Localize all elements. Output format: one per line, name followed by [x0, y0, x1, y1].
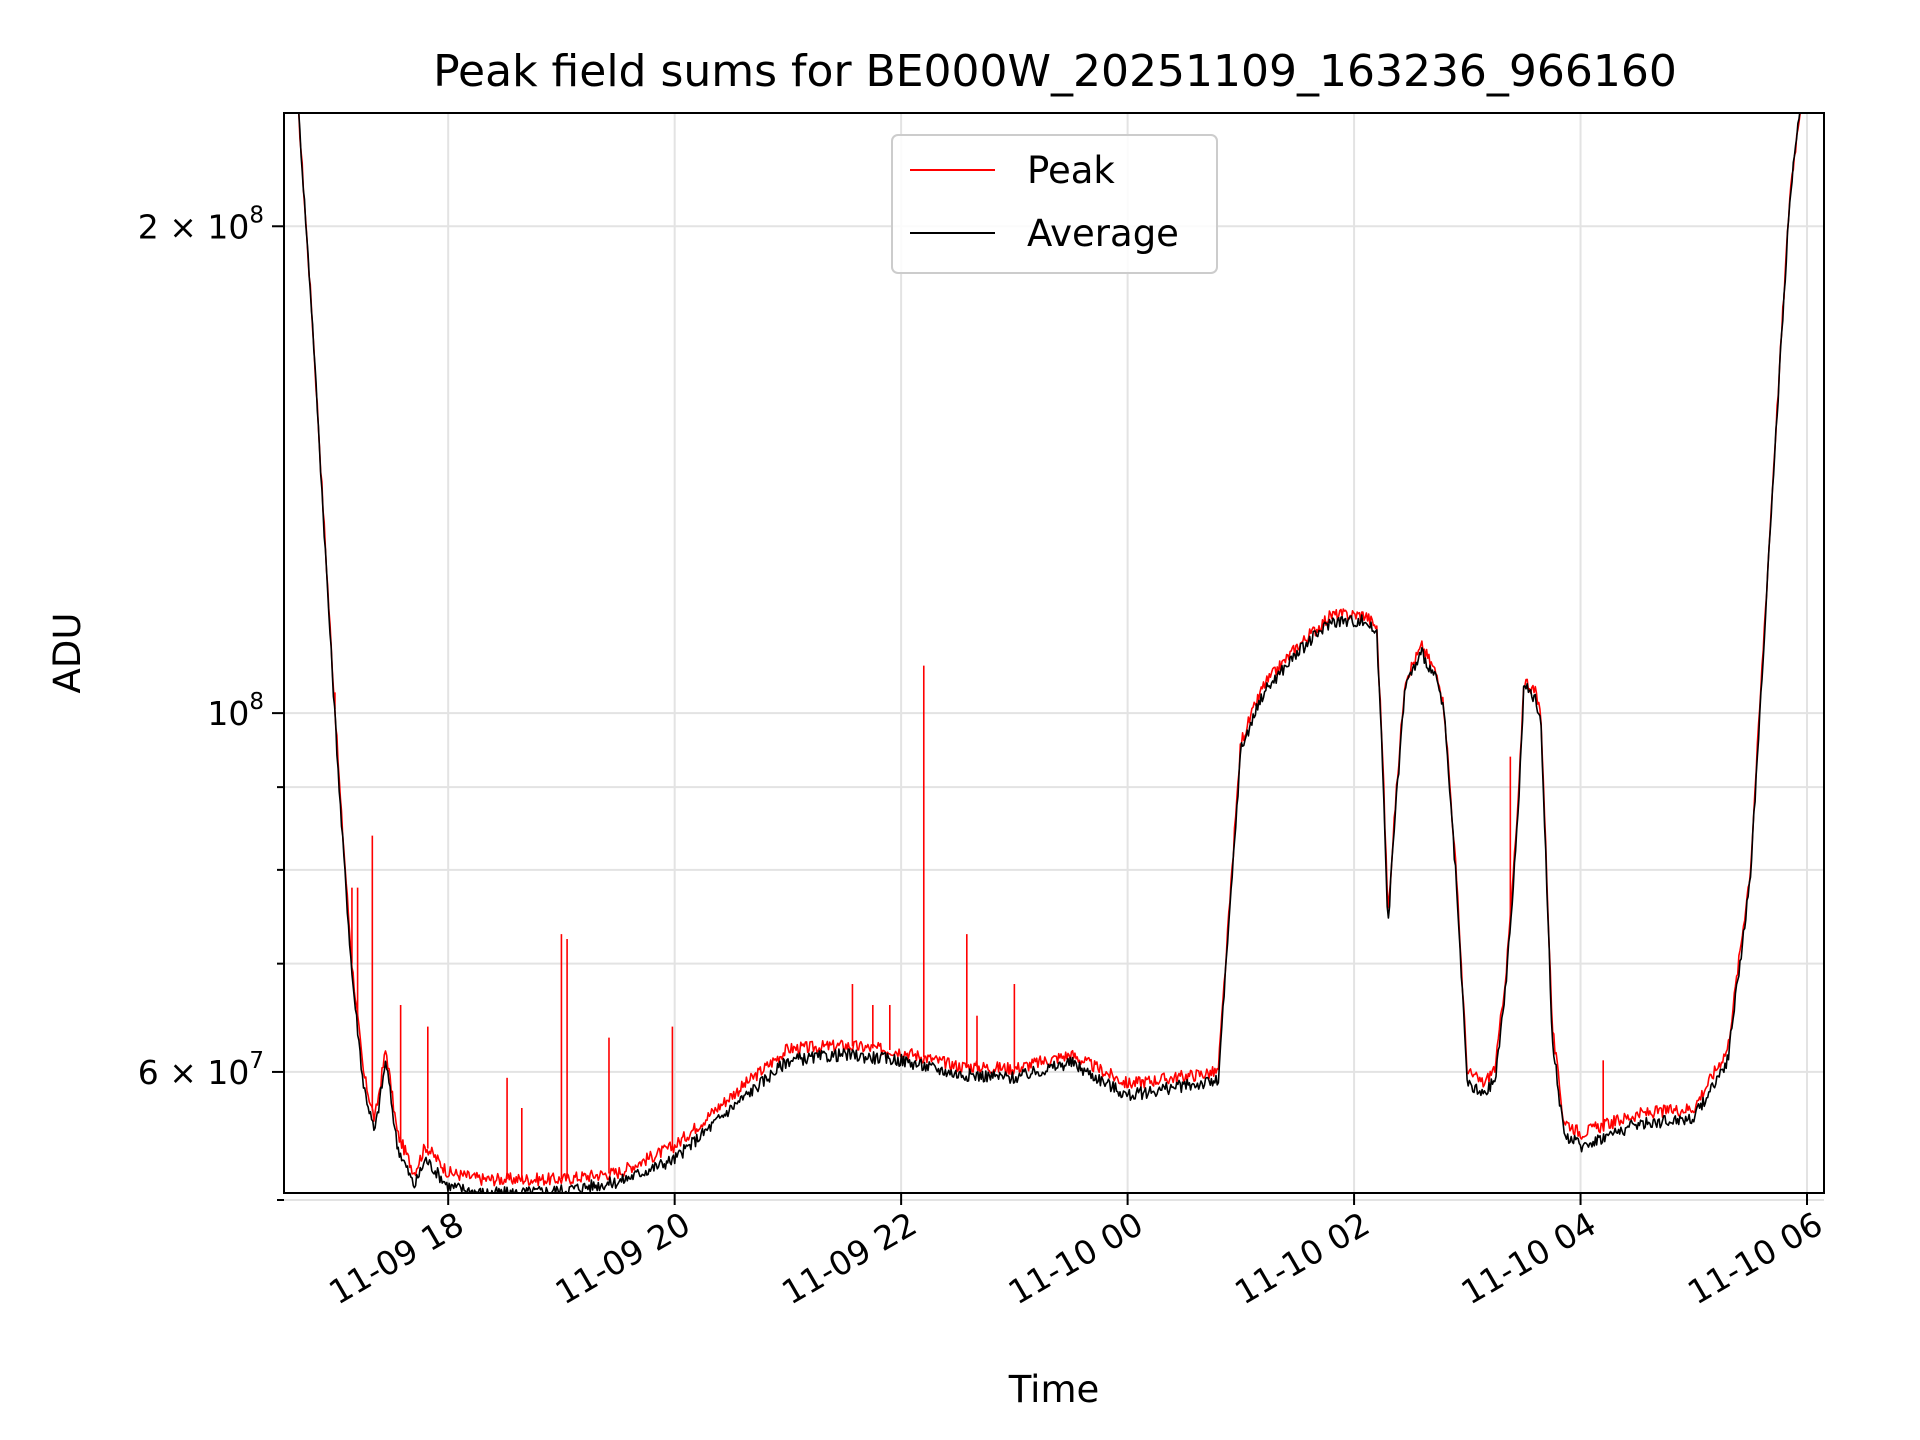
y-tick-label: 108 — [207, 689, 264, 733]
legend-average-label: Average — [1027, 212, 1179, 255]
y-axis: 6 × 107 108 2 × 108 — [138, 202, 284, 1201]
y-tick-label: 2 × 108 — [138, 202, 264, 246]
y-tick-label: 6 × 107 — [138, 1048, 264, 1092]
series-line-average — [298, 113, 1801, 1193]
plot-area — [298, 113, 1801, 1193]
x-axis-label: Time — [1008, 1368, 1100, 1411]
chart-title: Peak field sums for BE000W_20251109_1632… — [433, 46, 1677, 97]
plot-frame — [283, 112, 1825, 1194]
y-axis-label: ADU — [46, 613, 89, 694]
legend: Peak Average — [891, 134, 1218, 274]
legend-peak-label: Peak — [1027, 149, 1115, 192]
